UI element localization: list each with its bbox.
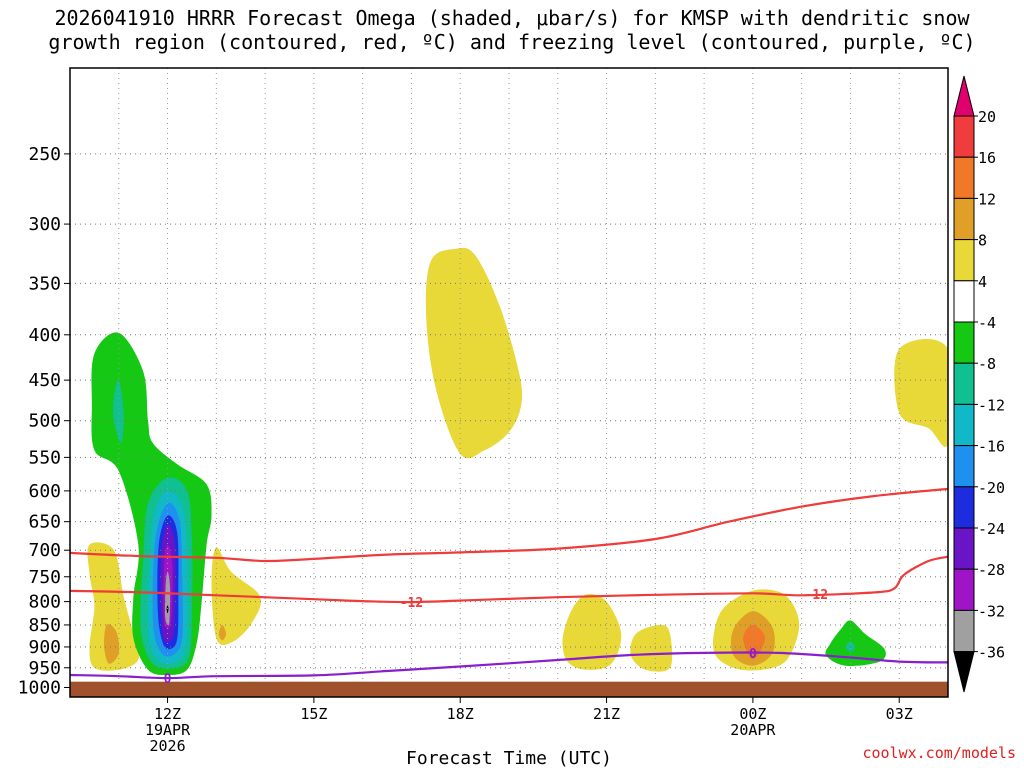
chart-title-line2: growth region (contoured, red, ºC) and f… <box>48 30 976 54</box>
colorbar-segment-13 <box>953 609 975 653</box>
colorbar: 20 16 12 8 4 -4 -8 -12 -16 -20 -24 -28 -32 -36 <box>953 75 1005 693</box>
contour-label-dgz-cold-1: -12 <box>805 588 828 603</box>
colorbar-bottom-triangle <box>953 651 975 693</box>
colorbar-segment-8 <box>953 403 975 447</box>
omega-region-orange-postpeak <box>218 624 227 641</box>
colorbar-label-5: -4 <box>978 314 996 332</box>
x-tick-label-00Z: 00Z <box>739 705 766 723</box>
colorbar-label-0: 20 <box>978 108 996 126</box>
omega-region-yellow-midday-1 <box>562 593 622 670</box>
colorbar-label-7: -12 <box>978 396 1005 414</box>
colorbar-label-10: -24 <box>978 520 1005 538</box>
y-tick-label-450: 450 <box>28 370 61 391</box>
x-tick-sublabel1-12Z: 19APR <box>145 721 191 739</box>
plot-border <box>69 67 949 698</box>
y-tick-label-300: 300 <box>28 214 61 235</box>
omega-region-teal-upper <box>113 379 124 444</box>
omega-region-yellow-early <box>87 542 139 671</box>
y-tick-label-1000: 1000 <box>18 677 61 698</box>
ground-fill <box>70 681 948 697</box>
colorbar-label-9: -20 <box>978 479 1005 497</box>
colorbar-segment-6 <box>953 321 975 364</box>
credit-link[interactable]: coolwx.com/models <box>862 744 1016 762</box>
y-tick-label-950: 950 <box>28 658 61 679</box>
y-axis: 2503003504004505005506006507007508008509… <box>18 144 70 698</box>
x-tick-label-18Z: 18Z <box>447 705 474 723</box>
colorbar-segment-9 <box>953 445 975 488</box>
colorbar-label-6: -8 <box>978 355 996 373</box>
plot-frame <box>69 67 949 698</box>
colorbar-label-3: 8 <box>978 232 987 250</box>
omega-region-orange-early <box>104 624 120 664</box>
y-tick-label-850: 850 <box>28 615 61 636</box>
colorbar-label-13: -36 <box>978 644 1005 662</box>
colorbar-label-11: -28 <box>978 561 1005 579</box>
y-tick-label-700: 700 <box>28 540 61 561</box>
x-axis-title: Forecast Time (UTC) <box>406 748 612 768</box>
contour-label-freezing-level-1: 0 <box>749 647 757 662</box>
x-tick-sublabel1-00Z: 20APR <box>730 721 776 739</box>
y-tick-label-650: 650 <box>28 512 61 533</box>
y-tick-label-400: 400 <box>28 325 61 346</box>
chart-title: 2026041910 HRRR Forecast Omega (shaded, … <box>0 6 1024 54</box>
colorbar-label-12: -32 <box>978 602 1005 620</box>
omega-shaded-regions <box>87 247 948 676</box>
colorbar-segment-1 <box>953 115 975 158</box>
colorbar-segment-5 <box>953 280 975 323</box>
colorbar-segment-11 <box>953 527 975 570</box>
x-tick-label-21Z: 21Z <box>593 705 620 723</box>
chart-title-line1: 2026041910 HRRR Forecast Omega (shaded, … <box>54 6 970 30</box>
y-tick-label-900: 900 <box>28 637 61 658</box>
colorbar-segment-2 <box>953 156 975 199</box>
colorbar-segment-4 <box>953 239 975 282</box>
contour-lines: -12 -12 0 0 <box>70 487 948 687</box>
y-tick-label-600: 600 <box>28 481 61 502</box>
y-tick-label-750: 750 <box>28 567 61 588</box>
x-tick-label-03Z: 03Z <box>886 705 913 723</box>
x-tick-label-12Z: 12Z <box>154 705 181 723</box>
colorbar-label-2: 12 <box>978 190 996 208</box>
omega-region-black-core <box>166 605 169 614</box>
colorbar-segment-12 <box>953 568 975 611</box>
y-tick-label-800: 800 <box>28 592 61 613</box>
ground-layer <box>70 681 948 697</box>
omega-region-red-evening <box>743 624 766 660</box>
y-tick-label-500: 500 <box>28 411 61 432</box>
omega-region-yellow-upper-18z <box>425 247 523 459</box>
colorbar-label-4: 4 <box>978 273 987 291</box>
y-tick-label-250: 250 <box>28 144 61 165</box>
contour-label-dgz-cold-0: -12 <box>400 596 423 611</box>
y-tick-label-350: 350 <box>28 273 61 294</box>
colorbar-segment-3 <box>953 197 975 241</box>
omega-region-yellow-edge <box>894 339 948 448</box>
colorbar-label-1: 16 <box>978 149 996 167</box>
contour-dgz-cold <box>70 555 948 604</box>
contour-freezing-level <box>70 651 948 680</box>
x-tick-sublabel2-12Z: 2026 <box>149 737 185 755</box>
colorbar-segment-10 <box>953 486 975 529</box>
omega-region-green-late <box>825 620 886 666</box>
colorbar-label-8: -16 <box>978 438 1005 456</box>
contour-dgz-warm <box>70 487 948 563</box>
omega-region-yellow-midday-2 <box>630 624 673 672</box>
x-tick-label-15Z: 15Z <box>300 705 327 723</box>
y-tick-label-550: 550 <box>28 447 61 468</box>
colorbar-segment-7 <box>953 362 975 405</box>
contour-label-freezing-level-0: 0 <box>164 672 172 687</box>
colorbar-top-triangle <box>953 75 975 117</box>
